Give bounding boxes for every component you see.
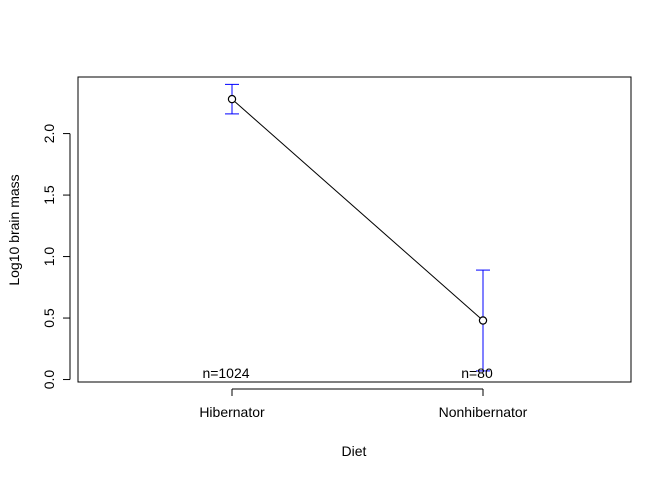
series: n=1024 n=80 (202, 83, 493, 381)
x-axis: Hibernator Nonhibernator (199, 388, 528, 420)
y-tick-label: 1.5 (41, 185, 57, 205)
y-axis-label: Log10 brain mass (6, 174, 22, 285)
x-tick-label: Nonhibernator (439, 404, 528, 420)
y-tick-label: 2.0 (41, 124, 57, 144)
y-tick-label: 0.5 (41, 308, 57, 328)
x-tick-label: Hibernator (199, 404, 265, 420)
plot-frame (77, 76, 632, 383)
series-line (231, 98, 484, 321)
n-label: n=1024 (202, 365, 249, 381)
n-label: n=80 (461, 365, 493, 381)
data-point (227, 94, 237, 104)
y-axis: 0.0 0.5 1.0 1.5 2.0 (41, 124, 71, 390)
y-tick-label: 1.0 (41, 247, 57, 267)
y-tick-label: 0.0 (41, 370, 57, 390)
x-axis-label: Diet (342, 443, 367, 459)
data-point (478, 316, 488, 325)
